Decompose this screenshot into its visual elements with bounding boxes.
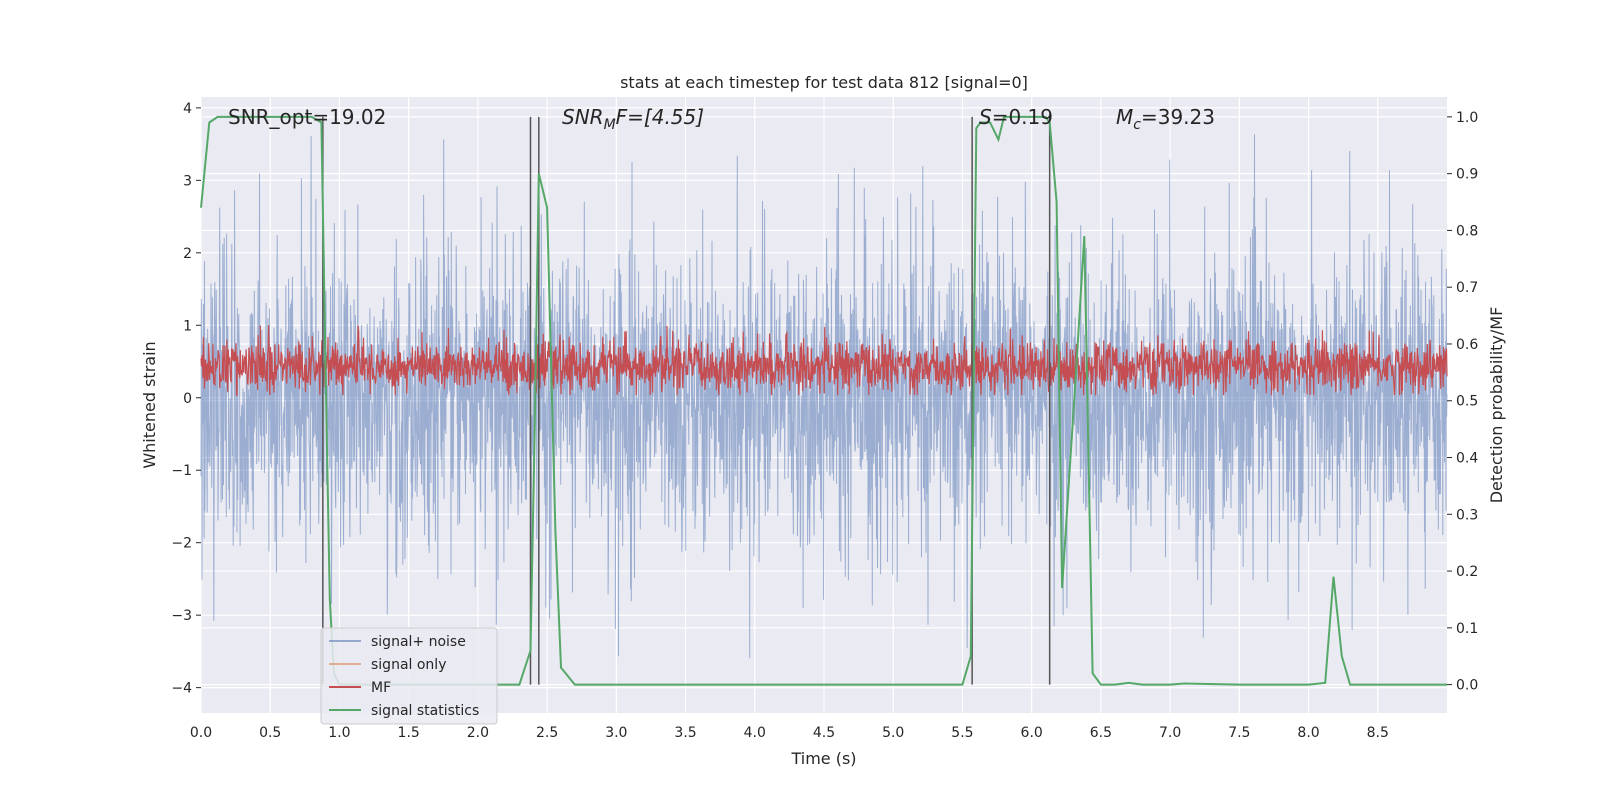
- series-signal-plus-noise: [200, 134, 1448, 659]
- mf-line: [200, 325, 1448, 396]
- x-tick-label: 3.0: [605, 725, 627, 741]
- x-tick-label: 2.5: [536, 725, 558, 741]
- y-axis-label-left: Whitened strain: [140, 341, 159, 468]
- x-tick-label: 5.5: [951, 725, 973, 741]
- series-mf: [200, 325, 1448, 396]
- legend-label-mf: MF: [371, 680, 391, 696]
- y-tick-label-right: 1.0: [1456, 110, 1478, 126]
- y-tick-label-left: 3: [183, 173, 192, 189]
- x-tick-label: 7.5: [1228, 725, 1250, 741]
- y-tick-label-right: 0.3: [1456, 507, 1478, 523]
- annotation-snr-mf-symbol: SNR: [562, 105, 604, 129]
- x-tick-label: 6.0: [1021, 725, 1043, 741]
- y-tick-label-left: −4: [171, 681, 192, 697]
- y-tick-label-right: 0.9: [1456, 167, 1478, 183]
- legend-label-signal-plus-noise: signal+ noise: [371, 634, 466, 650]
- annotation-mc: Mc=39.23: [1116, 105, 1215, 133]
- signal-statistics-line: [200, 115, 1447, 686]
- annotation-snr-mf-subscript: M: [604, 117, 616, 133]
- x-tick-label: 6.5: [1090, 725, 1112, 741]
- annotation-s-rest: =0.19: [992, 105, 1053, 129]
- signal-plus-noise-line: [200, 134, 1448, 659]
- x-tick-label: 8.5: [1367, 725, 1389, 741]
- y-tick-label-left: −2: [171, 536, 192, 552]
- y-tick-label-left: −1: [171, 463, 192, 479]
- x-tick-label: 4.0: [744, 725, 766, 741]
- y-tick-label-left: 4: [183, 101, 192, 117]
- x-axis-label: Time (s): [790, 749, 856, 768]
- x-tick-label: 1.5: [398, 725, 420, 741]
- annotation-mc-symbol: M: [1116, 105, 1133, 129]
- chart-title: stats at each timestep for test data 812…: [620, 73, 1028, 92]
- y-tick-label-right: 0.7: [1456, 280, 1478, 296]
- y-tick-label-left: −3: [171, 608, 192, 624]
- y-axis-label-right: Detection probability/MF: [1487, 307, 1506, 504]
- annotation-mc-subscript: c: [1133, 117, 1141, 133]
- y-tick-label-right: 0.6: [1456, 337, 1478, 353]
- x-tick-label: 0.0: [190, 725, 212, 741]
- x-tick-label: 5.0: [882, 725, 904, 741]
- legend-label-signal-statistics: signal statistics: [371, 703, 479, 719]
- series-signal-statistics: [200, 115, 1447, 686]
- legend-label-signal-only: signal only: [371, 657, 446, 673]
- annotation-snr-opt: SNR_opt=19.02: [228, 105, 386, 129]
- y-tick-label-right: 0.0: [1456, 678, 1478, 694]
- y-tick-label-right: 0.2: [1456, 564, 1478, 580]
- y-tick-label-left: 2: [183, 246, 192, 262]
- x-tick-label: 0.5: [259, 725, 281, 741]
- tick-labels: 0.0 0.5 1.0 1.5 2.0 2.5 3.0 3.5 4.0 4.5 5.0 5.5 6.0 6…: [171, 101, 1478, 741]
- x-tick-label: 8.0: [1297, 725, 1319, 741]
- annotation-snr-mf: SNRMF=[4.55]: [562, 105, 704, 133]
- x-tick-label: 7.0: [1159, 725, 1181, 741]
- y-tick-label-right: 0.5: [1456, 394, 1478, 410]
- legend: signal+ noise signal only MF signal stat…: [320, 627, 498, 725]
- x-tick-label: 4.5: [813, 725, 835, 741]
- legend-box: [320, 627, 498, 725]
- x-tick-label: 1.0: [328, 725, 350, 741]
- annotation-mc-rest: =39.23: [1141, 105, 1215, 129]
- y-tick-label-right: 0.1: [1456, 621, 1478, 637]
- x-tick-label: 2.0: [467, 725, 489, 741]
- y-tick-label-right: 0.8: [1456, 223, 1478, 239]
- x-tick-label: 3.5: [674, 725, 696, 741]
- annotation-s: S=0.19: [979, 105, 1053, 129]
- annotation-snr-mf-rest: F=[4.55]: [616, 105, 704, 129]
- y-tick-label-right: 0.4: [1456, 451, 1478, 467]
- y-tick-label-left: 1: [183, 318, 192, 334]
- y-tick-label-left: 0: [183, 391, 192, 407]
- annotation-s-symbol: S: [979, 105, 992, 129]
